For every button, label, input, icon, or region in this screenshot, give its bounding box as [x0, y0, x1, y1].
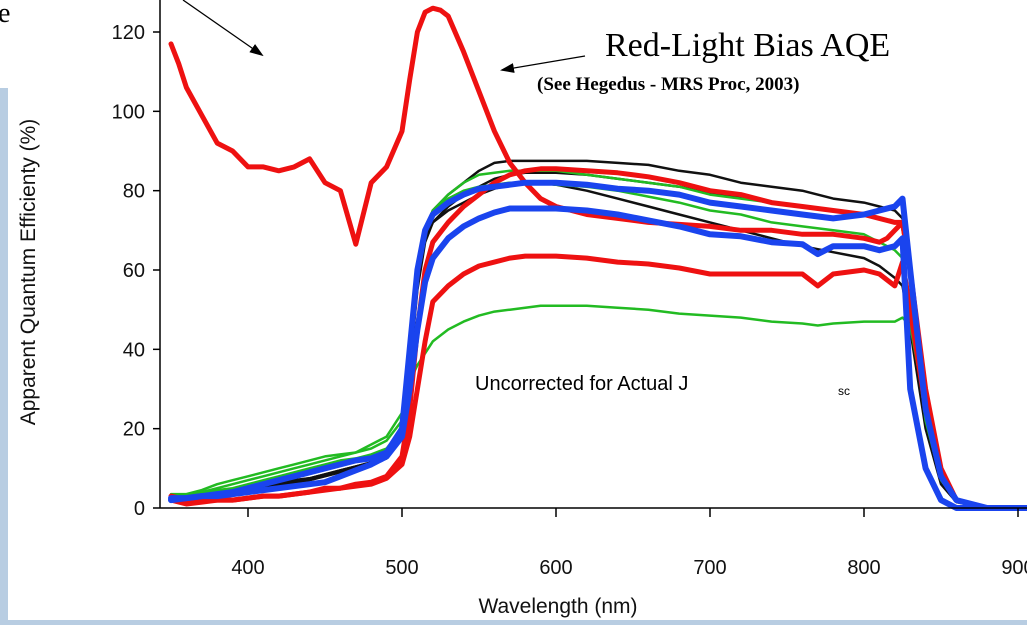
red-light-bias-title: Red-Light Bias AQE — [605, 27, 890, 64]
reference-citation: (See Hegedus - MRS Proc, 2003) — [537, 74, 799, 95]
series-line-6 — [169, 159, 1027, 510]
y-ticks: 0 20 40 60 80 100 120 — [112, 22, 160, 520]
x-axis-title: Wavelength (nm) — [478, 595, 637, 618]
y-tick-label: 0 — [134, 498, 145, 520]
y-tick-label: 120 — [112, 22, 145, 44]
slide-bottom-band — [0, 620, 1027, 625]
y-tick-label: 80 — [123, 181, 145, 203]
x-tick-label: 400 — [231, 557, 264, 579]
series-line-3 — [168, 205, 1027, 511]
y-tick-label: 20 — [123, 419, 145, 441]
arrow-to-upper-curve — [182, 0, 264, 57]
x-tick-label: 600 — [539, 557, 572, 579]
y-tick-label: 100 — [112, 101, 145, 123]
series-layer — [168, 5, 1027, 511]
y-tick-label: 40 — [123, 339, 145, 361]
series-line-9 — [169, 181, 1027, 510]
series-line-7 — [169, 181, 1027, 510]
x-tick-label: 900 — [1001, 557, 1027, 579]
x-ticks: 400 500 600 700 800 900 — [231, 508, 1027, 579]
axes: 0 20 40 60 80 100 120 400 500 600 700 800 900 — [112, 0, 1027, 579]
uncorrected-annotation: Uncorrected for Actual J — [475, 373, 688, 395]
y-tick-label: 60 — [123, 260, 145, 282]
series-line-8 — [169, 304, 1027, 510]
x-tick-label: 500 — [385, 557, 418, 579]
series-line-0 — [168, 5, 1027, 511]
series-line-4 — [168, 179, 1027, 511]
y-axis-title: Apparent Quantum Efficienty (%) — [17, 119, 40, 426]
uncorrected-annotation-subscript: sc — [838, 384, 850, 398]
series-line-2 — [168, 166, 1027, 511]
x-tick-label: 800 — [847, 557, 880, 579]
slide-left-band — [0, 88, 8, 625]
arrow-to-red-bias-peak — [500, 55, 586, 73]
x-tick-label: 700 — [693, 557, 726, 579]
clipped-edge-char: e — [0, 0, 10, 29]
